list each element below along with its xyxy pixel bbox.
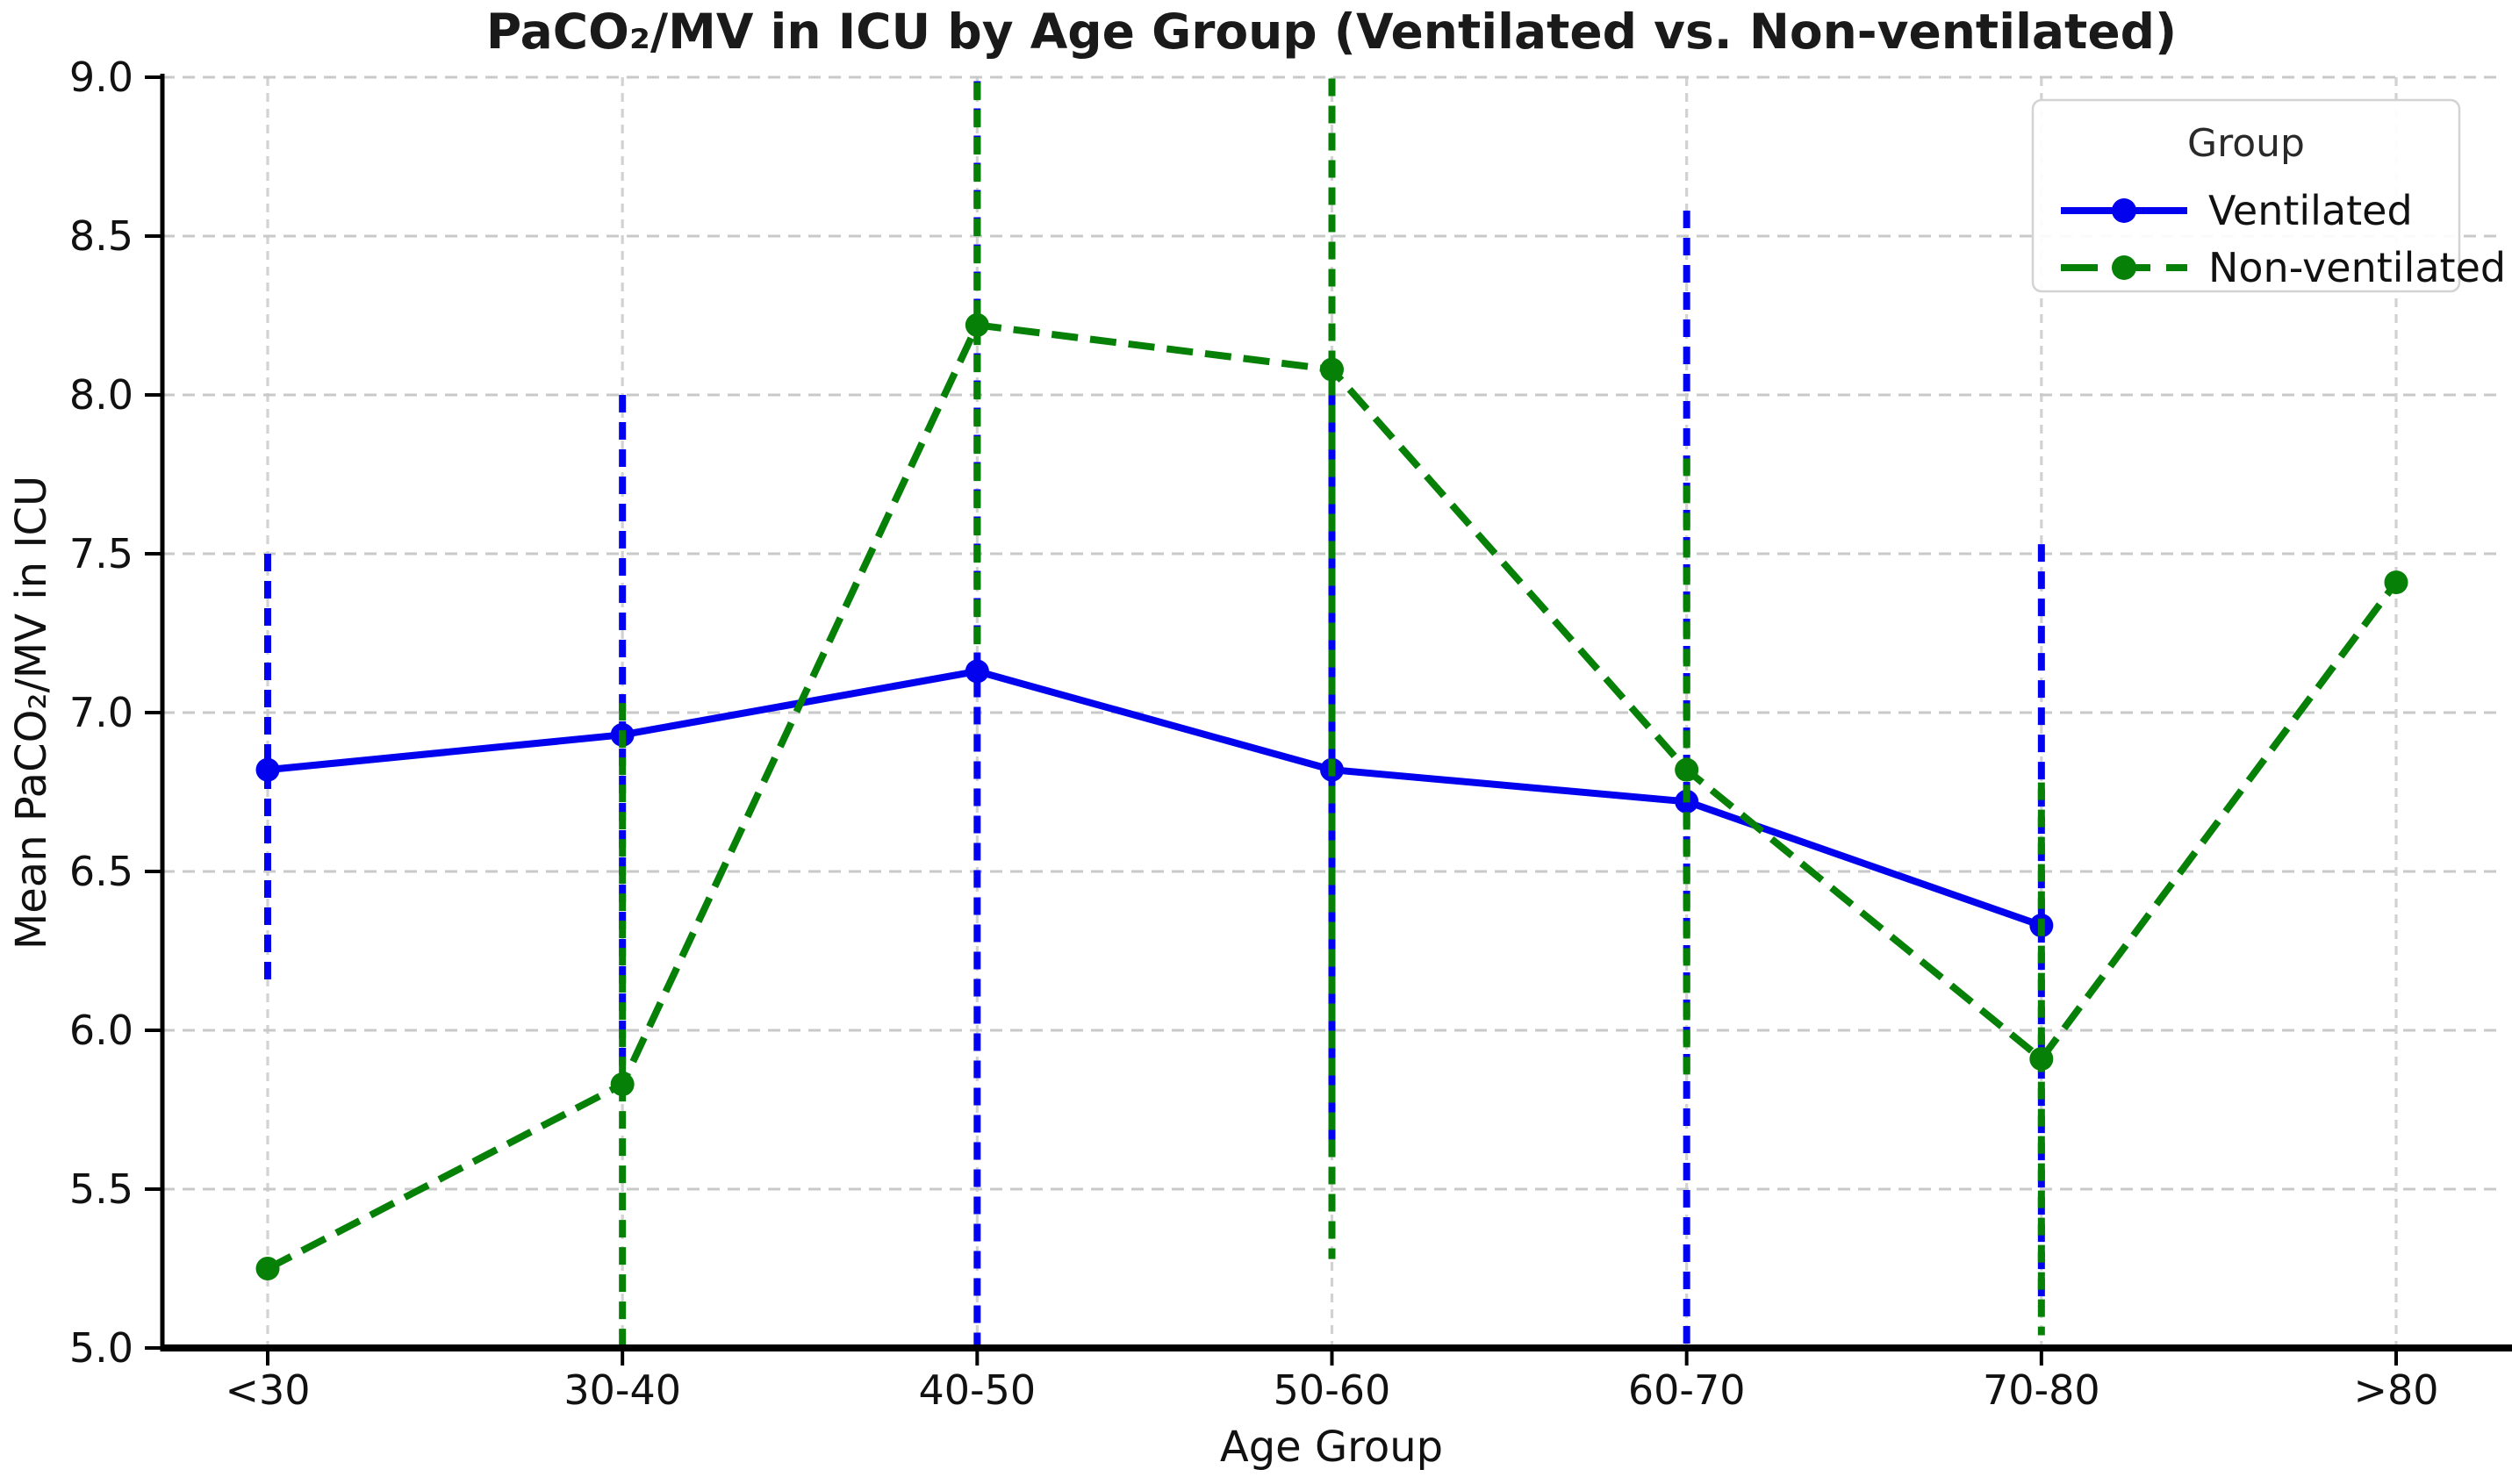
legend-entry-ventilated: Ventilated: [2061, 187, 2413, 234]
y-tick-label: 8.5: [69, 212, 133, 260]
x-tick-label: 40-50: [918, 1366, 1036, 1414]
non-ventilated-sample-marker-icon: [2112, 255, 2136, 280]
y-tick-label: 6.5: [69, 848, 133, 895]
y-ticks: 5.0 5.5 6.0 6.5 7.0 7.5 8.0 8.5 9.0: [69, 54, 162, 1372]
x-tick-label: 50-60: [1274, 1366, 1391, 1414]
non-ventilated-error-bars: [619, 75, 2045, 1350]
chart-title: PaCO₂/MV in ICU by Age Group (Ventilated…: [486, 4, 2177, 60]
y-tick-label: 7.0: [69, 689, 133, 736]
y-axis-label: Mean PaCO₂/MV in ICU: [7, 476, 56, 950]
legend-entry-non-ventilated: Non-ventilated: [2061, 244, 2506, 291]
y-tick-label: 7.5: [69, 530, 133, 577]
y-tick-label: 9.0: [69, 54, 133, 101]
x-tick-label: 30-40: [563, 1366, 681, 1414]
legend-box: [2031, 98, 2461, 293]
y-tick-label: 6.0: [69, 1007, 133, 1054]
x-tick-label: 60-70: [1628, 1366, 1746, 1414]
x-tick-label: >80: [2353, 1366, 2438, 1414]
y-tick-label: 8.0: [69, 371, 133, 419]
non-ventilated-markers: [255, 312, 2408, 1280]
x-ticks: <30 30-40 40-50 50-60 60-70 70-80 >80: [225, 1351, 2439, 1414]
legend-entry-label: Ventilated: [2208, 187, 2413, 234]
x-axis-label: Age Group: [1220, 1423, 1443, 1472]
legend-title: Group: [2187, 121, 2305, 166]
y-tick-label: 5.5: [69, 1165, 133, 1213]
y-tick-label: 5.0: [69, 1324, 133, 1372]
x-tick-label: 70-80: [1983, 1366, 2100, 1414]
ventilated-line: [267, 667, 2043, 929]
legend-entry-label: Non-ventilated: [2208, 244, 2506, 291]
legend: Group Ventilated Non-ventilated: [2031, 98, 2506, 293]
ventilated-markers: [255, 659, 2054, 938]
ventilated-sample-marker-icon: [2112, 198, 2136, 223]
x-tick-label: <30: [225, 1366, 310, 1414]
ventilated-error-bars: [264, 75, 2045, 1350]
